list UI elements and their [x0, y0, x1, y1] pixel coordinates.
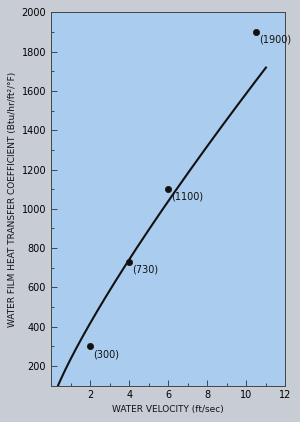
- Text: (300): (300): [93, 349, 119, 359]
- Text: (1100): (1100): [171, 192, 203, 202]
- Text: (1900): (1900): [259, 35, 291, 45]
- Y-axis label: WATER FILM HEAT TRANSFER COEFFICIENT (Btu/hr/ft²/°F): WATER FILM HEAT TRANSFER COEFFICIENT (Bt…: [8, 71, 17, 327]
- X-axis label: WATER VELOCITY (ft/sec): WATER VELOCITY (ft/sec): [112, 405, 224, 414]
- Text: (730): (730): [132, 265, 158, 275]
